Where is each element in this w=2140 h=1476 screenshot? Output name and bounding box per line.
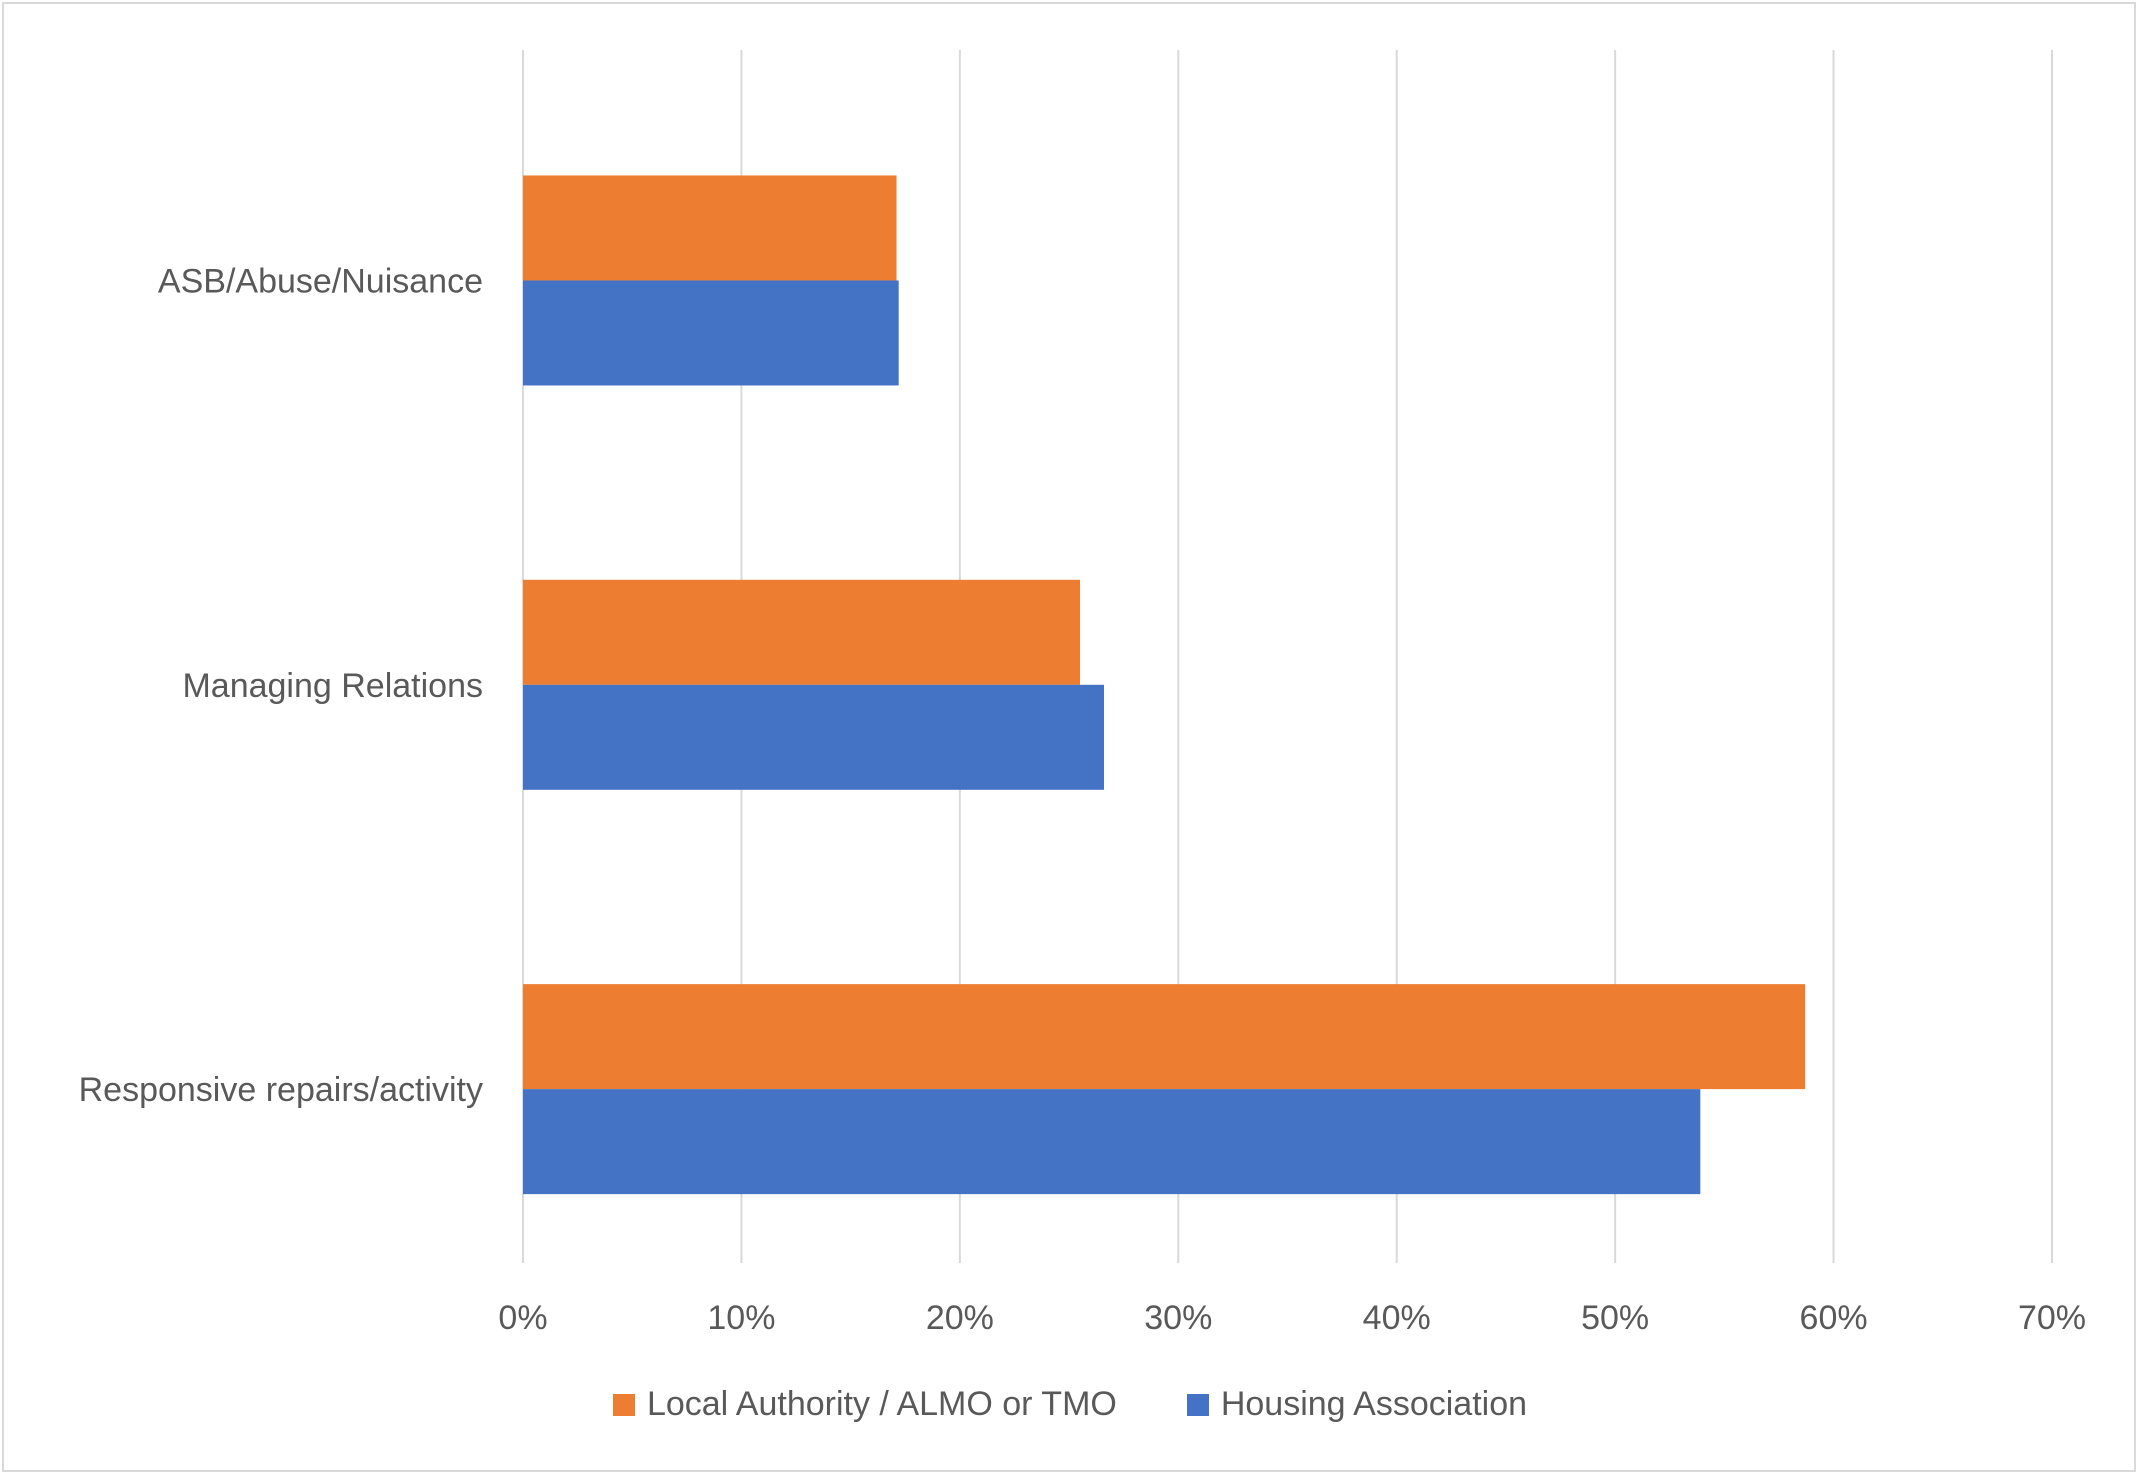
x-tick-label: 20% (926, 1299, 994, 1337)
bar-housing-association (523, 1089, 1701, 1195)
x-tick-label: 40% (1363, 1299, 1431, 1337)
x-tick-label: 0% (498, 1299, 547, 1337)
x-tick-label: 60% (1800, 1299, 1868, 1337)
category-label: ASB/Abuse/Nuisance (158, 262, 483, 300)
bar-housing-association (523, 280, 899, 386)
bar-local-authority (523, 175, 897, 281)
bar-local-authority (523, 984, 1806, 1090)
legend-swatch-blue (1186, 1393, 1209, 1416)
legend-swatch-orange (612, 1393, 635, 1416)
legend-item-local-authority: Local Authority / ALMO or TMO (612, 1385, 1117, 1424)
category-label: Managing Relations (182, 667, 483, 705)
bar-local-authority (523, 579, 1080, 685)
legend: Local Authority / ALMO or TMO Housing As… (0, 1385, 2140, 1424)
x-tick-label: 30% (1144, 1299, 1212, 1337)
category-label: Responsive repairs/activity (79, 1071, 483, 1109)
x-tick-label: 70% (2018, 1299, 2086, 1337)
x-tick-label: 50% (1581, 1299, 1649, 1337)
legend-item-housing-association: Housing Association (1186, 1385, 1528, 1424)
legend-label: Local Authority / ALMO or TMO (646, 1385, 1117, 1423)
x-tick-label: 10% (707, 1299, 775, 1337)
legend-label: Housing Association (1220, 1385, 1528, 1423)
bar-housing-association (523, 684, 1105, 790)
